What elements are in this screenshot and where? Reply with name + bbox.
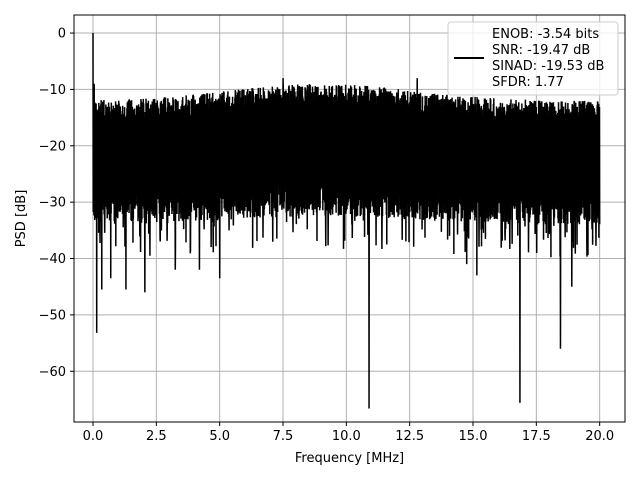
legend-sinad: SINAD: -19.53 dB <box>492 59 604 74</box>
x-tick-label: 20.0 <box>585 429 614 444</box>
x-axis-ticks: 0.0 2.5 5.0 7.5 10.0 12.5 15.0 17.5 20.0 <box>83 422 614 444</box>
psd-series-line <box>92 33 601 409</box>
x-axis-label: Frequency [MHz] <box>295 451 404 466</box>
x-tick-label: 0.0 <box>83 429 104 444</box>
x-tick-label: 7.5 <box>273 429 294 444</box>
x-tick-label: 17.5 <box>522 429 551 444</box>
legend: ENOB: -3.54 bits SNR: -19.47 dB SINAD: -… <box>447 21 619 96</box>
y-tick-label: −60 <box>39 365 66 380</box>
y-axis-label: PSD [dB] <box>14 190 29 248</box>
y-tick-label: −10 <box>39 83 66 98</box>
y-tick-label: −40 <box>39 252 66 267</box>
y-tick-label: −50 <box>39 308 66 323</box>
x-tick-label: 10.0 <box>332 429 361 444</box>
y-tick-label: 0 <box>58 27 66 42</box>
y-tick-label: −20 <box>39 139 66 154</box>
legend-box <box>447 21 619 96</box>
x-tick-label: 2.5 <box>146 429 167 444</box>
y-tick-label: −30 <box>39 196 66 211</box>
plot-frame <box>73 14 626 423</box>
x-tick-label: 15.0 <box>459 429 488 444</box>
y-axis-ticks: 0 −10 −20 −30 −40 −50 −60 <box>39 27 74 380</box>
x-tick-label: 12.5 <box>395 429 424 444</box>
legend-snr: SNR: -19.47 dB <box>492 43 590 58</box>
x-tick-label: 5.0 <box>209 429 230 444</box>
plot-clip-group <box>92 33 601 409</box>
legend-sfdr: SFDR: 1.77 <box>492 75 564 90</box>
legend-enob: ENOB: -3.54 bits <box>492 27 599 42</box>
